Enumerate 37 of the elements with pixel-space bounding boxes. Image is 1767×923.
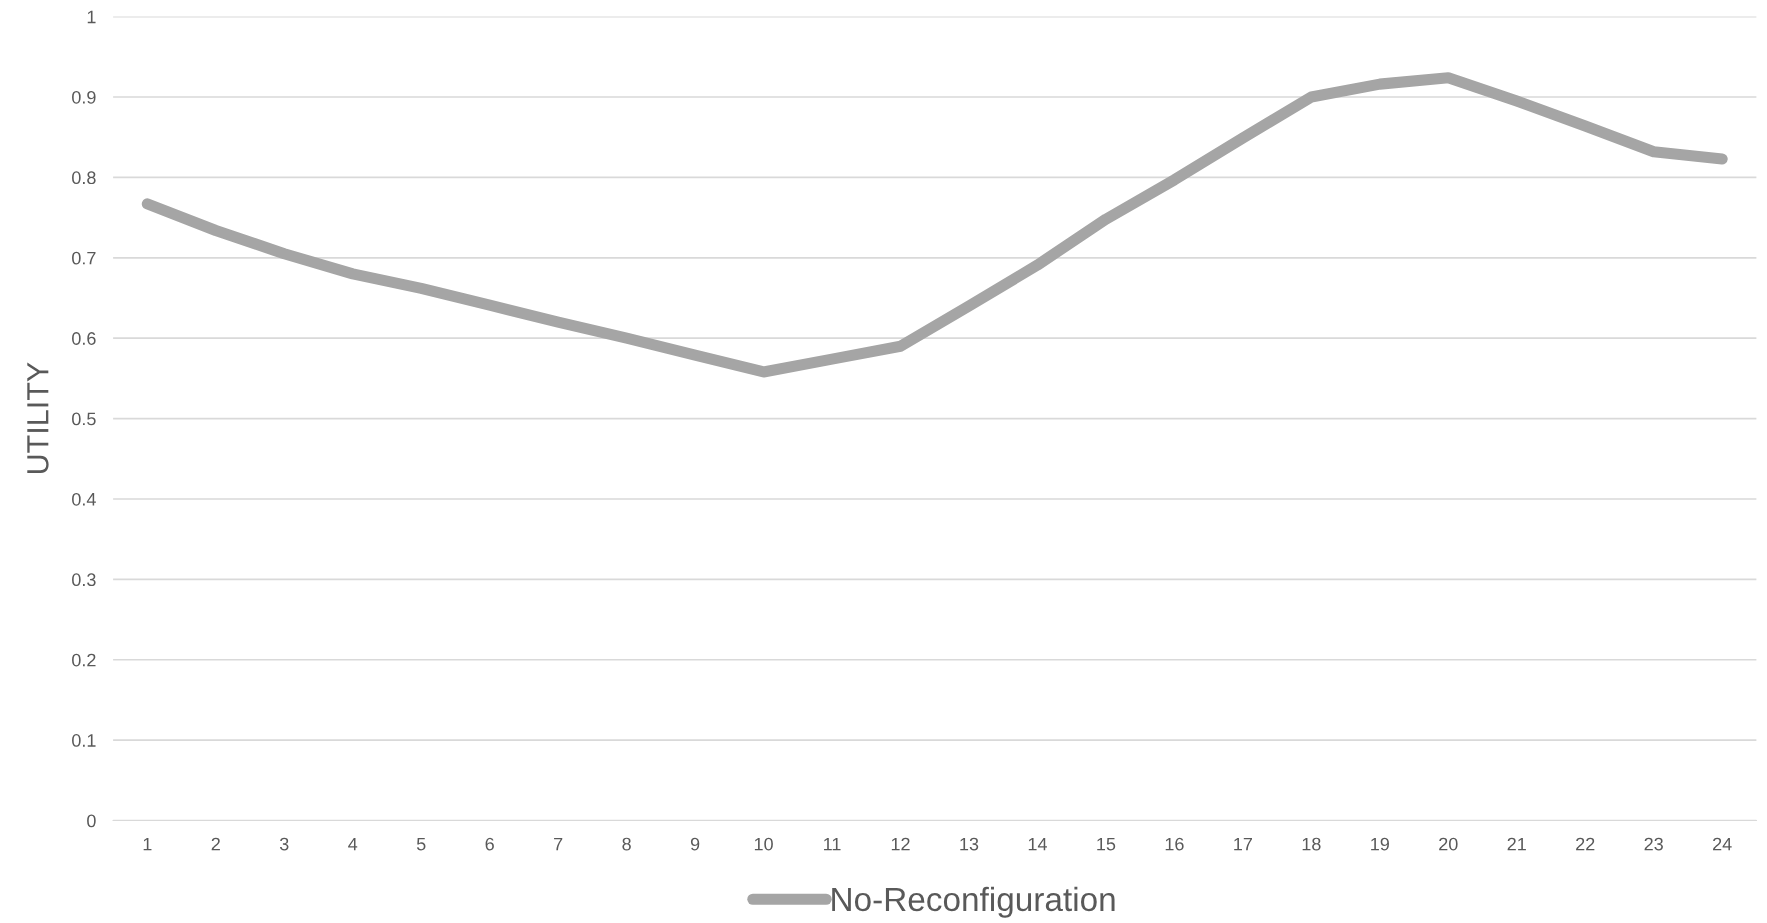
x-tick-label: 15	[1097, 837, 1116, 851]
x-tick-label: 20	[1439, 837, 1458, 851]
x-tick-label: 18	[1302, 837, 1321, 851]
x-tick-label: 4	[348, 837, 358, 851]
x-tick-label: 7	[554, 837, 563, 851]
y-tick-label: 0	[87, 814, 96, 828]
x-tick-label: 1	[143, 837, 152, 851]
x-tick-label: 10	[754, 837, 773, 851]
x-tick-label: 24	[1713, 837, 1732, 851]
x-tick-label: 8	[622, 837, 631, 851]
y-tick-label: 0.2	[72, 653, 96, 667]
y-tick-label: 0.6	[72, 332, 96, 345]
y-tick-label: 0.4	[72, 492, 96, 506]
x-tick-label: 23	[1644, 837, 1663, 851]
x-tick-label: 14	[1028, 837, 1047, 851]
x-tick-label: 5	[416, 837, 426, 851]
x-tick-label: 2	[211, 837, 220, 851]
y-tick-label: 1	[87, 10, 96, 24]
x-tick-label: 13	[960, 837, 979, 851]
x-tick-label: 6	[485, 837, 494, 851]
y-axis-title: UTILITY	[27, 362, 49, 474]
x-tick-label: 12	[891, 837, 910, 851]
x-tick-label: 17	[1234, 837, 1252, 851]
y-tick-label: 0.9	[72, 90, 96, 104]
y-tick-label: 0.3	[72, 573, 96, 587]
x-tick-label: 3	[279, 837, 289, 851]
x-tick-label: 22	[1576, 837, 1595, 851]
x-tick-label: 9	[690, 837, 700, 851]
x-tick-label: 11	[824, 837, 841, 851]
y-tick-label: 0.8	[72, 171, 96, 185]
x-tick-label: 16	[1165, 837, 1184, 851]
y-tick-label: 0.7	[72, 251, 96, 265]
x-tick-label: 21	[1507, 837, 1526, 851]
y-tick-label: 0.1	[72, 734, 96, 747]
legend-label: No-Reconfiguration	[832, 886, 1115, 918]
x-tick-label: 19	[1371, 837, 1389, 851]
y-tick-label: 0.5	[72, 412, 96, 426]
